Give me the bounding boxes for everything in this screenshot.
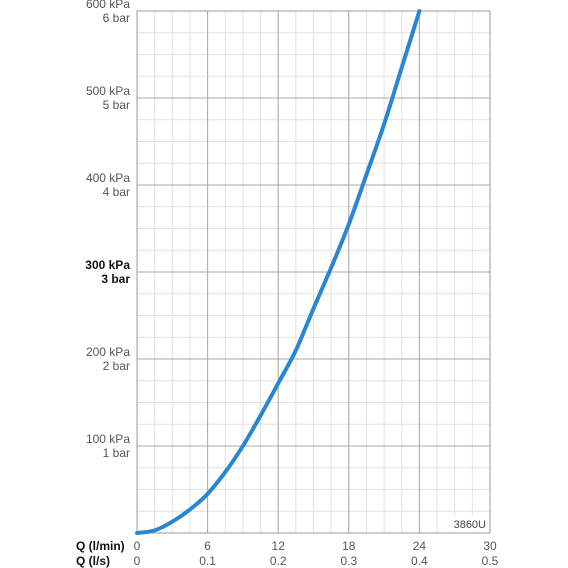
model-tag-box — [447, 516, 489, 532]
x-tick-label-lps: 0 — [134, 554, 141, 568]
x-tick-label-lps: 0.3 — [340, 554, 357, 568]
x-tick-label-lpm: 6 — [204, 539, 211, 553]
plot-frame — [136, 10, 491, 534]
x-tick-label-lps: 0.1 — [199, 554, 216, 568]
series-layer — [135, 9, 422, 535]
y-tick-label-bar: 3 bar — [101, 272, 130, 286]
x-tick-label-lpm: 24 — [413, 539, 427, 553]
y-tick-label-bar: 4 bar — [103, 185, 130, 199]
x-axis-title-lpm: Q (l/min) — [76, 539, 125, 553]
x-tick-label-lpm: 18 — [342, 539, 356, 553]
x-tick-label-lpm: 0 — [134, 539, 141, 553]
y-tick-label-kpa: 500 kPa — [86, 84, 130, 98]
major-grid — [137, 11, 490, 533]
y-tick-label-bar: 6 bar — [103, 11, 130, 25]
y-tick-label-kpa: 100 kPa — [86, 432, 130, 446]
y-tick-label-bar: 2 bar — [103, 359, 130, 373]
y-tick-label-kpa: 200 kPa — [86, 345, 130, 359]
x-tick-label-lps: 0.2 — [270, 554, 287, 568]
x-tick-label-lpm: 12 — [272, 539, 286, 553]
x-axis-title-lps: Q (l/s) — [76, 554, 110, 568]
y-tick-label-kpa: 400 kPa — [86, 171, 130, 185]
y-tick-label-kpa: 300 kPa — [85, 258, 130, 272]
y-tick-label-bar: 1 bar — [103, 446, 130, 460]
x-tick-label-lps: 0.5 — [482, 554, 499, 568]
pressure-curve — [135, 9, 422, 535]
x-tick-label-lpm: 30 — [483, 539, 497, 553]
x-axis-labels: 00 60.1 120.2 180.3 240.4 300.5 — [134, 539, 499, 568]
model-tag: 3860U — [454, 519, 486, 531]
y-tick-label-bar: 5 bar — [103, 98, 130, 112]
y-tick-label-kpa: 600 kPa — [86, 0, 130, 11]
x-tick-label-lps: 0.4 — [411, 554, 428, 568]
